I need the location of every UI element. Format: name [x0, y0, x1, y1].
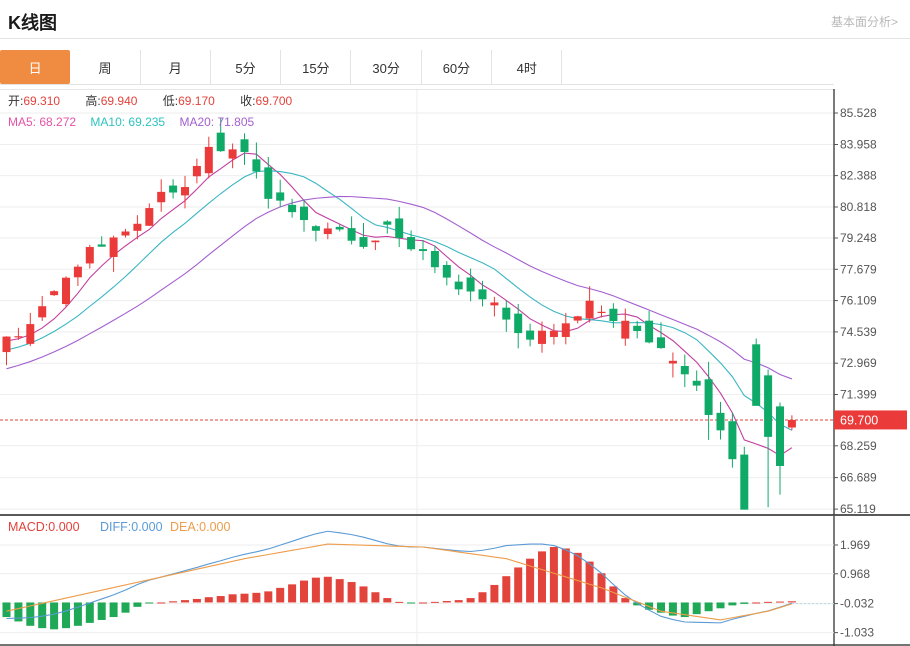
- svg-text:80.818: 80.818: [840, 200, 877, 214]
- svg-text:-0.032: -0.032: [840, 597, 874, 611]
- svg-text:0.968: 0.968: [840, 567, 870, 581]
- svg-text:65.119: 65.119: [840, 502, 876, 516]
- svg-text:85.528: 85.528: [840, 106, 877, 120]
- svg-text:77.679: 77.679: [840, 262, 877, 276]
- svg-text:-1.033: -1.033: [840, 626, 874, 640]
- svg-text:66.689: 66.689: [840, 471, 877, 485]
- svg-text:72.969: 72.969: [840, 356, 877, 370]
- svg-text:DIFF:0.000: DIFF:0.000: [100, 520, 163, 534]
- svg-text:1.969: 1.969: [840, 538, 870, 552]
- svg-text:MACD:0.000: MACD:0.000: [8, 520, 80, 534]
- svg-text:69.700: 69.700: [840, 413, 878, 427]
- svg-text:83.958: 83.958: [840, 138, 877, 152]
- svg-text:76.109: 76.109: [840, 294, 877, 308]
- svg-text:DEA:0.000: DEA:0.000: [170, 520, 231, 534]
- svg-text:68.259: 68.259: [840, 439, 877, 453]
- svg-text:74.539: 74.539: [840, 325, 877, 339]
- svg-text:79.248: 79.248: [840, 231, 877, 245]
- svg-text:82.388: 82.388: [840, 169, 877, 183]
- svg-text:71.399: 71.399: [840, 388, 877, 402]
